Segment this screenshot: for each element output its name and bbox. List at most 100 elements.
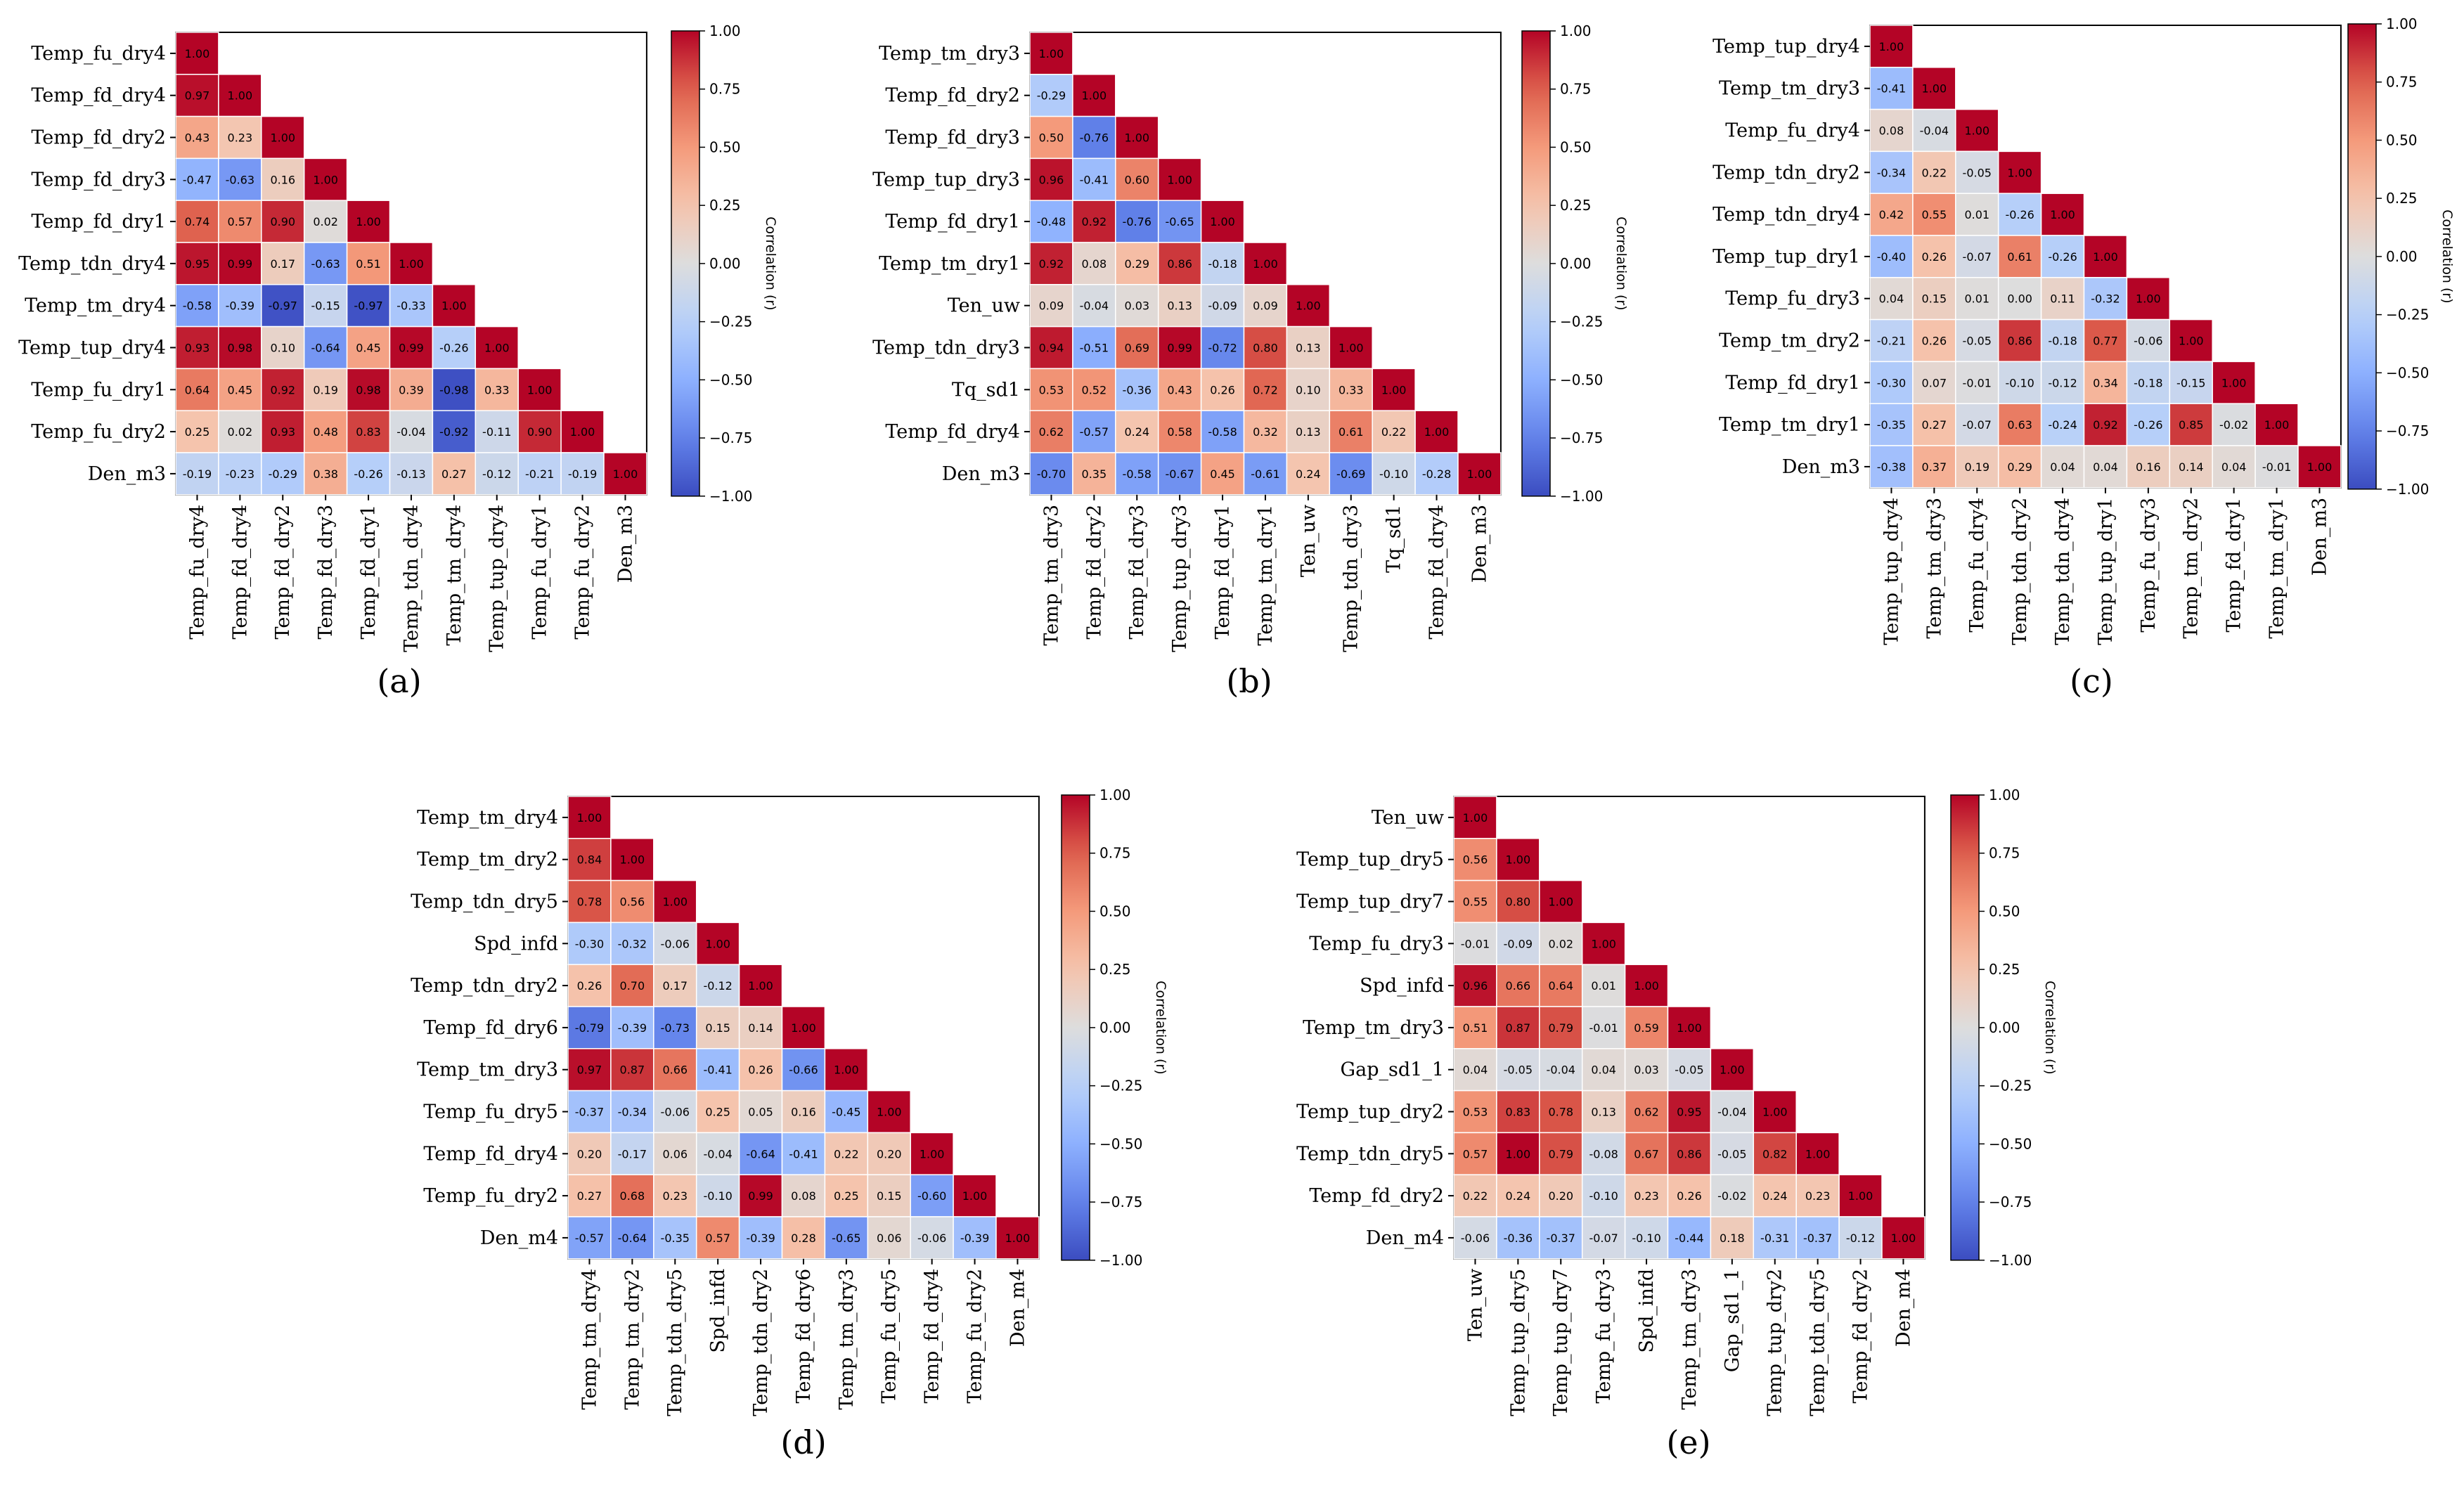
cell-value-label: 1.00 <box>1848 1189 1873 1203</box>
cell-value-label: -0.44 <box>1675 1232 1703 1245</box>
heatmap-cell <box>1453 838 1497 881</box>
cell-value-label: 1.00 <box>1296 299 1321 313</box>
heatmap-cell <box>1581 1132 1626 1175</box>
heatmap-cell <box>995 1216 1040 1260</box>
cell-value-label: 1.00 <box>1167 173 1192 186</box>
y-tick-label: Temp_tm_dry3 <box>417 1059 558 1081</box>
y-tick-label: Temp_tup_dry1 <box>1712 246 1860 268</box>
y-tick-label: Gap_sd1_1 <box>1341 1059 1444 1081</box>
heatmap-cell <box>1667 1216 1712 1260</box>
cell-value-label: 0.78 <box>577 896 602 909</box>
cell-value-label: 1.00 <box>2136 292 2161 306</box>
x-tick-label: Temp_fd_dry4 <box>1426 505 1448 640</box>
heatmap-cell <box>517 368 562 411</box>
cell-value-label: 1.00 <box>877 1106 902 1119</box>
colorbar-tick-label: 1.00 <box>1560 22 1592 39</box>
cell-value-label: 0.99 <box>1167 342 1192 355</box>
y-tick-label: Temp_tm_dry2 <box>417 849 558 871</box>
heatmap-cell <box>1157 368 1202 411</box>
cell-value-label: -0.41 <box>1080 173 1109 186</box>
heatmap-cell <box>695 922 740 965</box>
cell-value-label: 0.04 <box>1591 1064 1616 1077</box>
heatmap-cell <box>346 200 391 243</box>
cell-value-label: 0.62 <box>1039 425 1064 439</box>
cell-value-label: 0.60 <box>1124 173 1149 186</box>
cell-value-label: 0.23 <box>662 1189 688 1203</box>
cell-value-label: -0.01 <box>1461 937 1490 950</box>
colorbar-tick-label: −0.25 <box>1099 1078 1142 1094</box>
cell-value-label: 0.26 <box>748 1064 773 1077</box>
cell-value-label: 0.13 <box>1296 342 1321 355</box>
heatmap-cell <box>738 1048 783 1092</box>
cell-value-label: 0.66 <box>662 1064 688 1077</box>
heatmap-cell <box>1496 1048 1540 1092</box>
heatmap-cell <box>824 1216 869 1260</box>
cell-value-label: 0.27 <box>441 467 467 481</box>
cell-value-label: 0.26 <box>1922 250 1947 264</box>
cell-value-label: 1.00 <box>2050 208 2075 221</box>
cell-value-label: 0.07 <box>1922 376 1947 389</box>
cell-value-label: 0.79 <box>1548 1021 1573 1035</box>
x-tick-label: Spd_infd <box>707 1269 729 1353</box>
heatmap-cell <box>610 964 654 1007</box>
cell-value-label: -0.97 <box>269 299 297 313</box>
cell-value-label: 0.03 <box>1634 1064 1659 1077</box>
colorbar-tick-label: −0.75 <box>2386 422 2429 439</box>
y-tick-label: Temp_fd_dry4 <box>31 85 166 107</box>
y-tick-label: Temp_tup_dry4 <box>18 337 166 359</box>
colorbar-label: Correlation (r) <box>1613 216 1629 310</box>
x-tick-label: Tq_sd1 <box>1383 505 1405 573</box>
cell-value-label: -0.12 <box>482 467 511 481</box>
cell-value-label: -0.10 <box>1632 1232 1660 1245</box>
colorbar-tick-label: 0.00 <box>1099 1019 1131 1036</box>
heatmap-cell <box>261 200 305 243</box>
heatmap-cell <box>1496 922 1540 965</box>
heatmap-cell <box>1795 1174 1840 1217</box>
cell-value-label: 0.03 <box>1124 299 1149 313</box>
y-tick-label: Temp_tm_dry2 <box>1719 330 1860 352</box>
y-tick-label: Den_m3 <box>1782 456 1860 478</box>
x-tick-label: Temp_tup_dry7 <box>1550 1269 1572 1416</box>
heatmap-cell <box>2212 445 2256 489</box>
x-tick-label: Temp_fd_dry2 <box>1850 1269 1872 1404</box>
heatmap-cell <box>1753 1132 1797 1175</box>
cell-value-label: 1.00 <box>1720 1064 1745 1077</box>
x-tick-label: Temp_tup_dry1 <box>2095 498 2117 645</box>
cell-value-label: 0.85 <box>2179 418 2204 432</box>
heatmap-cell <box>1624 1132 1669 1175</box>
cell-value-label: 1.00 <box>1082 89 1107 103</box>
cell-value-label: -0.33 <box>396 299 425 313</box>
heatmap-cell <box>653 1216 697 1260</box>
cell-value-label: 0.00 <box>2007 292 2032 306</box>
cell-value-label: 0.37 <box>1922 460 1947 474</box>
y-tick-label: Temp_fd_dry1 <box>885 211 1020 233</box>
colorbar-tick-label: −0.25 <box>1989 1078 2032 1094</box>
cell-value-label: -0.26 <box>439 342 468 355</box>
heatmap-cell <box>218 325 262 370</box>
heatmap-cell <box>1838 1174 1883 1217</box>
cell-value-label: 0.68 <box>620 1189 645 1203</box>
cell-value-label: 1.00 <box>1677 1021 1702 1035</box>
cell-value-label: -0.06 <box>2134 335 2162 348</box>
x-tick-label: Temp_fd_dry3 <box>315 505 337 640</box>
heatmap-cell <box>738 1132 783 1175</box>
x-tick-label: Den_m3 <box>2309 498 2330 576</box>
cell-value-label: -0.39 <box>226 299 254 313</box>
panel-label: (d) <box>780 1423 826 1461</box>
cell-value-label: -0.01 <box>1963 376 1992 389</box>
cell-value-label: -0.13 <box>396 467 425 481</box>
cell-value-label: 0.02 <box>313 215 338 228</box>
cell-value-label: 0.92 <box>270 383 295 396</box>
y-tick-label: Den_m3 <box>942 463 1020 485</box>
cell-value-label: 0.70 <box>620 979 645 993</box>
cell-value-label: 0.80 <box>1506 896 1531 909</box>
cell-value-label: -0.41 <box>789 1147 818 1161</box>
cell-value-label: -0.37 <box>575 1106 604 1119</box>
heatmap-cell <box>1072 368 1116 411</box>
cell-value-label: -0.06 <box>661 1106 690 1119</box>
heatmap-cell <box>1372 410 1416 453</box>
cell-value-label: 1.00 <box>1253 257 1278 271</box>
cell-value-label: 0.58 <box>1167 425 1192 439</box>
heatmap-cell <box>1539 1006 1583 1049</box>
heatmap-cell <box>653 1048 697 1092</box>
